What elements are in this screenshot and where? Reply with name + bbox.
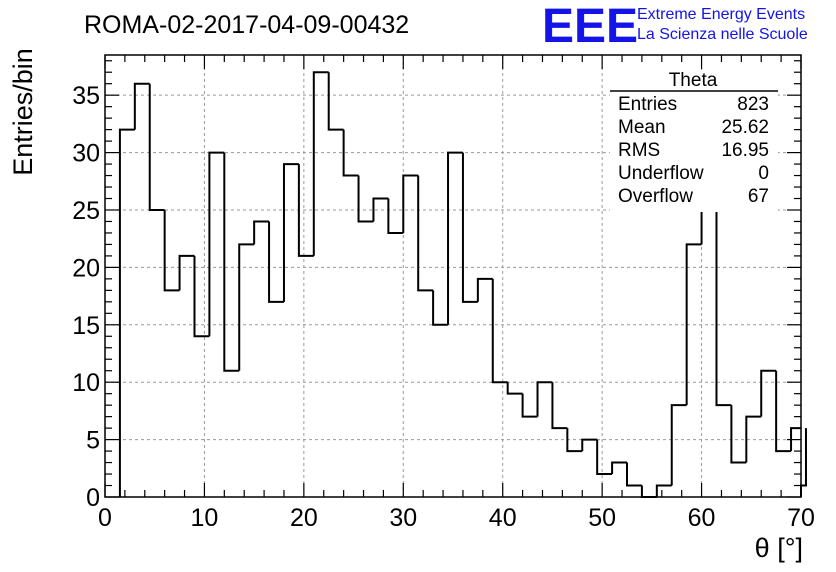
- eee-logo-mark: EEE: [542, 0, 638, 53]
- y-tick-label: 30: [72, 140, 100, 168]
- stats-row-value: 0: [758, 163, 769, 184]
- histogram-bin: [626, 462, 642, 487]
- tick-marks: [104, 55, 802, 498]
- histogram-bin: [223, 152, 240, 372]
- stats-row-value: 823: [737, 94, 769, 115]
- histogram-bin: [655, 484, 672, 497]
- histogram-bin: [417, 175, 434, 292]
- x-tick-label: 10: [191, 504, 219, 532]
- plot-frame: [104, 54, 802, 498]
- histogram-bin: [551, 382, 568, 430]
- histogram-bin: [640, 485, 657, 498]
- histogram-bin: [521, 393, 538, 418]
- y-tick-label: 20: [72, 254, 100, 282]
- histogram-bin: [715, 209, 732, 407]
- histogram-bin: [193, 255, 210, 338]
- tick-labels: 0 10 20 30 40 50 60 70 0 5 10 15 20 25 30 35: [72, 82, 815, 532]
- histogram-bin: [342, 129, 359, 177]
- y-tick-label: 5: [86, 427, 100, 455]
- x-tick-label: 60: [688, 504, 716, 532]
- histogram-bin: [163, 209, 180, 292]
- y-axis-label: Entries/bin: [8, 48, 38, 176]
- histogram-bin: [700, 208, 717, 245]
- stats-row-label: Overflow: [618, 186, 693, 207]
- stats-row-label: Mean: [618, 117, 666, 138]
- histogram-bin: [581, 438, 598, 452]
- histogram-bin: [447, 151, 463, 325]
- histogram-bin: [372, 197, 389, 222]
- logo-line-1: Extreme Energy Events: [637, 6, 805, 23]
- stats-box-background: [610, 70, 778, 212]
- x-tick-label: 0: [98, 504, 112, 532]
- histogram-bin: [327, 72, 344, 131]
- x-tick-label: 40: [489, 504, 517, 532]
- stats-title: Theta: [669, 70, 718, 91]
- chart-title: ROMA-02-2017-04-09-00432: [84, 11, 409, 39]
- histogram-bin: [178, 254, 195, 291]
- axes: [104, 54, 802, 498]
- histogram-bin: [133, 82, 150, 130]
- y-tick-label: 15: [72, 312, 100, 340]
- x-tick-label: 20: [290, 504, 318, 532]
- histogram-bin: [745, 415, 762, 463]
- histogram-bin: [268, 221, 284, 303]
- histogram-series: [118, 71, 807, 498]
- stats-row-value: 16.95: [721, 140, 769, 161]
- histogram-bin: [253, 220, 270, 245]
- histogram-bin: [432, 290, 449, 326]
- stats-row-value: 25.62: [721, 117, 769, 138]
- y-tick-label: 25: [72, 197, 100, 225]
- stats-rows: Entries 823 Mean 25.62 RMS 16.95 Underflow 0 Ove…: [618, 94, 769, 207]
- logo-line-2: La Scienza nelle Scuole: [637, 26, 808, 43]
- stats-row-label: Entries: [618, 94, 677, 115]
- histogram-bin: [491, 278, 508, 384]
- stats-box: Theta Entries 823 Mean 25.62 RMS 16.95 Underfl…: [610, 70, 778, 212]
- histogram-bin: [670, 404, 687, 486]
- x-tick-label: 30: [389, 504, 417, 532]
- stats-row-label: Underflow: [618, 163, 704, 184]
- histogram-bin: [611, 461, 627, 475]
- histogram-bin: [282, 163, 299, 302]
- histogram-bin: [148, 83, 165, 211]
- logo: EEE Extreme Energy Events La Scienza nel…: [542, 0, 808, 53]
- x-tick-label: 50: [588, 504, 616, 532]
- histogram-bin: [775, 370, 792, 453]
- y-tick-label: 10: [72, 369, 100, 397]
- histogram-bin: [118, 128, 135, 497]
- histogram-bin: [461, 152, 478, 303]
- histogram-bin: [685, 243, 702, 406]
- stats-row-label: RMS: [618, 140, 660, 161]
- histogram-bin: [402, 174, 419, 233]
- x-axis-label: θ [°]: [755, 533, 803, 563]
- histogram-bin: [297, 164, 314, 257]
- histogram-bin: [760, 369, 777, 417]
- grid: [105, 55, 801, 497]
- histogram-bin: [238, 243, 255, 371]
- y-tick-label: 35: [72, 82, 100, 110]
- x-tick-label: 70: [787, 504, 815, 532]
- histogram-bin: [357, 175, 374, 223]
- histogram-bin: [596, 439, 613, 476]
- stats-row-value: 67: [748, 186, 769, 207]
- histogram-bin: [536, 381, 553, 417]
- histogram-bin: [730, 405, 747, 464]
- histogram-bin: [506, 382, 523, 395]
- histogram-bin: [387, 198, 404, 234]
- histogram-bin: [312, 71, 329, 256]
- histogram-bin: [208, 151, 225, 337]
- y-tick-label: 0: [86, 484, 100, 512]
- histogram-bin: [476, 277, 493, 302]
- histogram-bin: [566, 428, 583, 453]
